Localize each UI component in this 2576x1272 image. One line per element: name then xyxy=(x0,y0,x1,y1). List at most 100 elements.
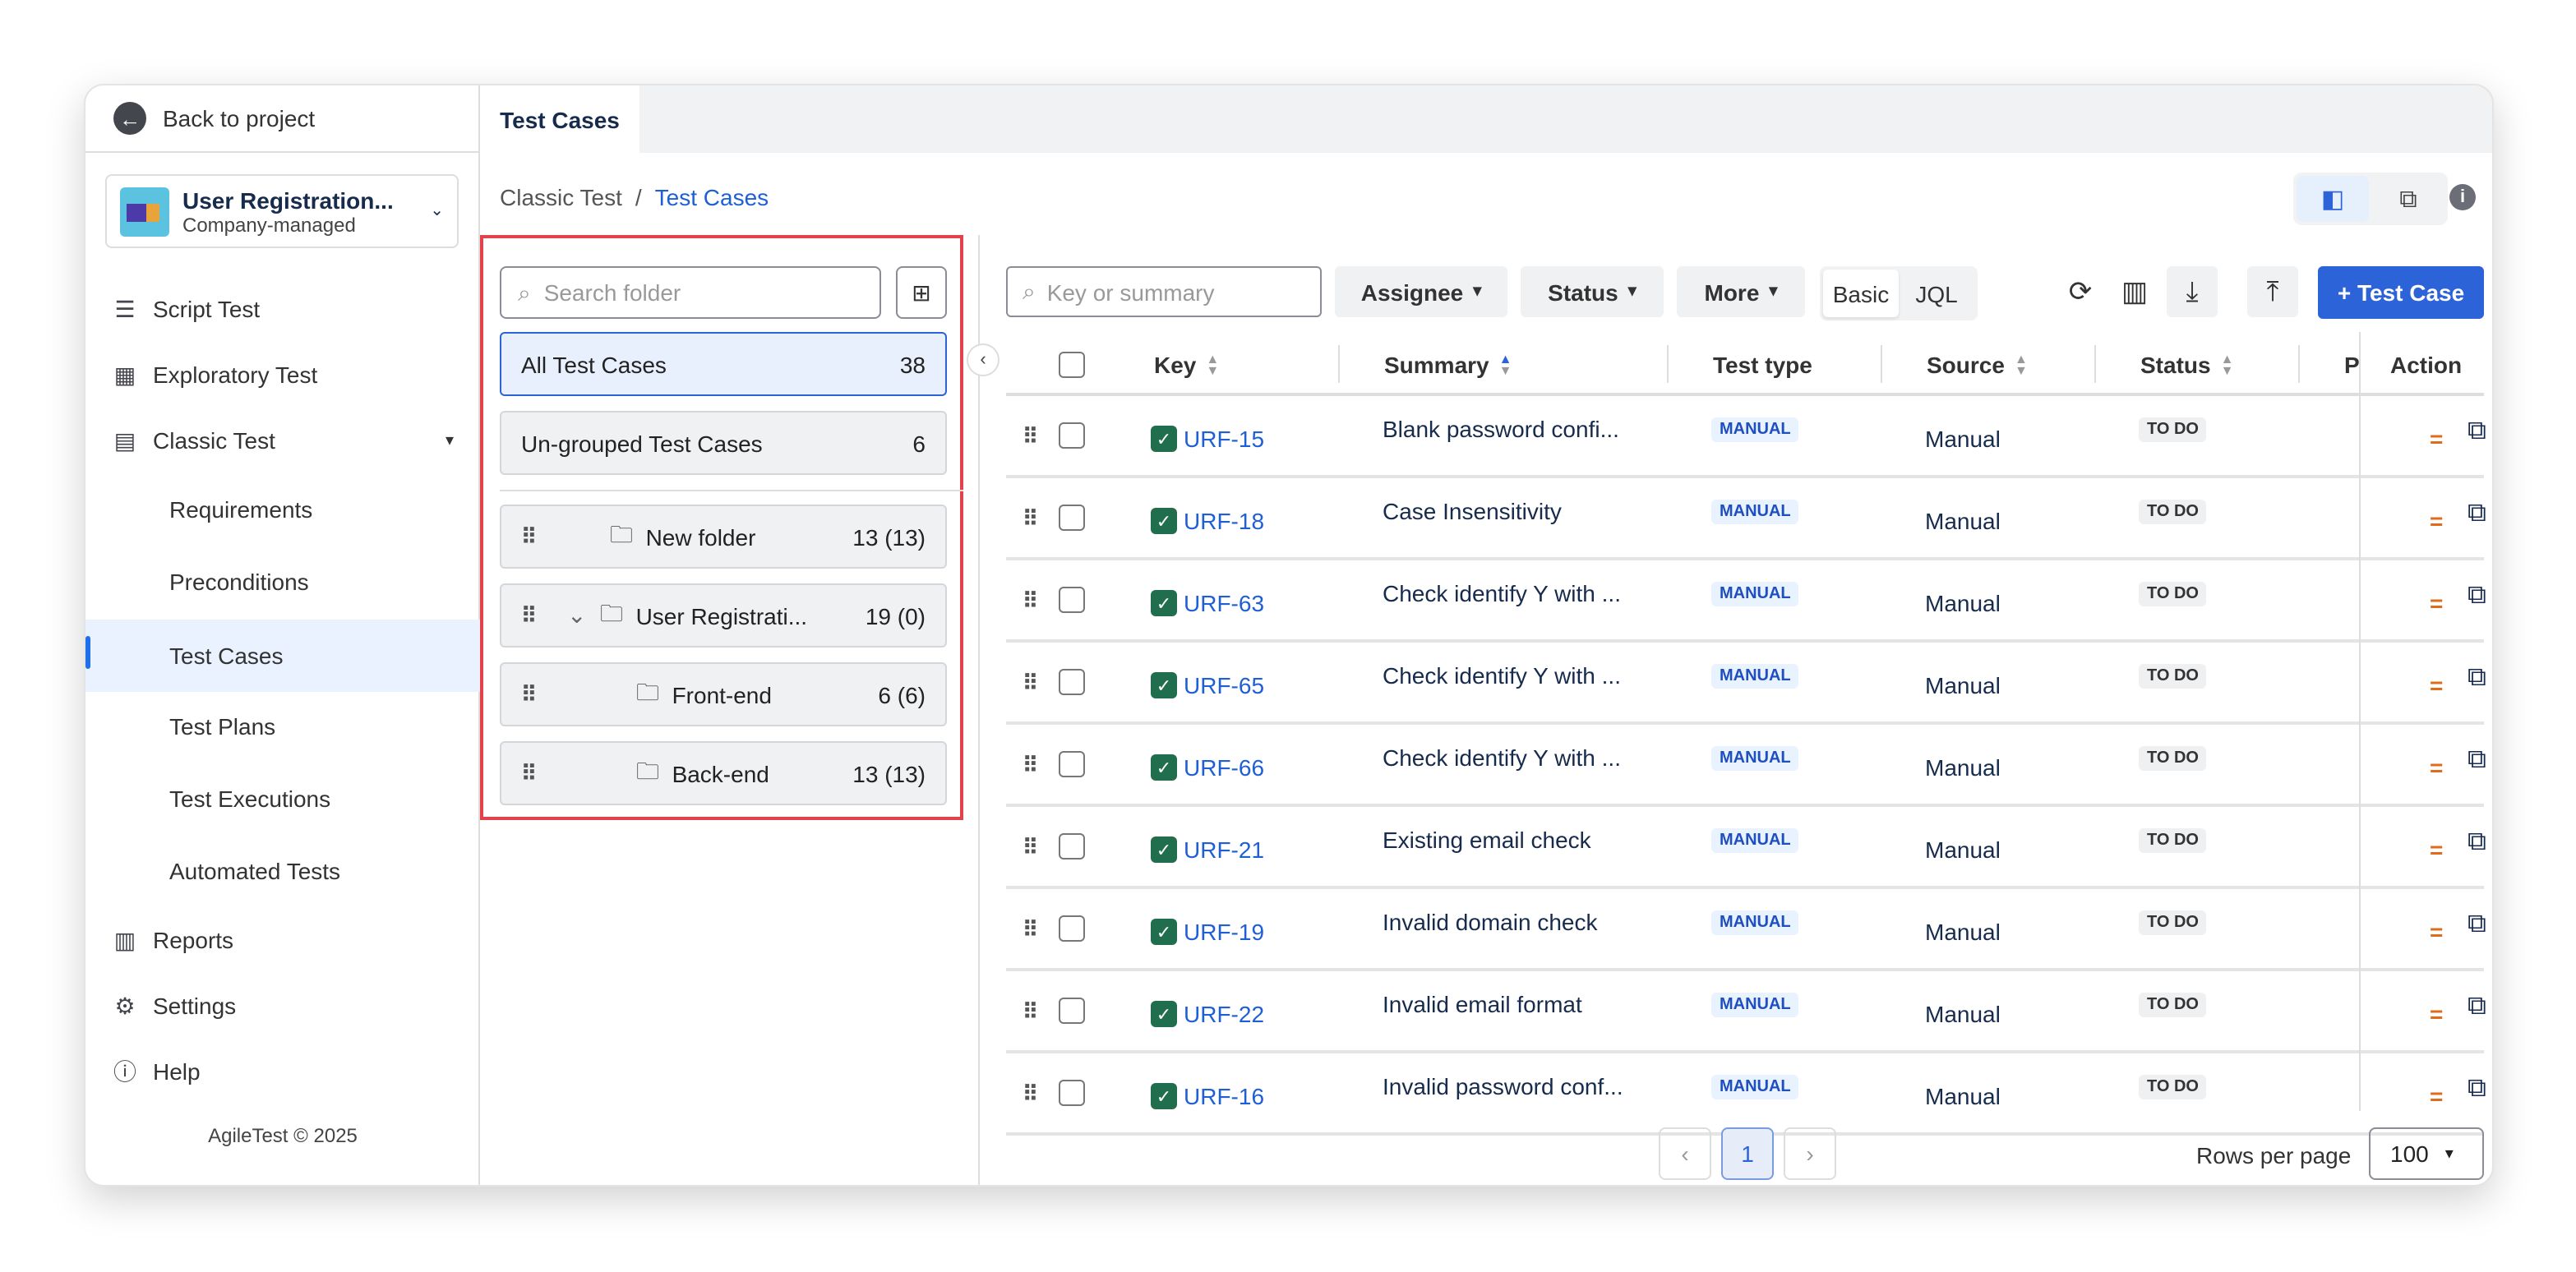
drag-handle-icon[interactable]: ⠿ xyxy=(1023,998,1038,1023)
drag-handle-icon[interactable]: ⠿ xyxy=(1023,423,1038,448)
copy-icon[interactable]: ⧉ xyxy=(2468,746,2486,774)
refresh-icon[interactable]: ⟳ xyxy=(2068,275,2093,306)
column-summary[interactable]: Summary ▲ ▼ xyxy=(1384,332,1512,396)
chevron-down-icon[interactable]: ⌄ xyxy=(567,601,587,628)
sidebar-item-classic-test[interactable]: ▤ Classic Test ▾ xyxy=(85,408,480,473)
table-row[interactable]: ⠿ ✓ URF-21 Existing email check MANUAL Ma… xyxy=(1006,807,2486,889)
row-checkbox[interactable] xyxy=(1059,643,1085,721)
sidebar-item-automated-tests[interactable]: Automated Tests xyxy=(85,838,480,904)
copy-icon[interactable]: ⧉ xyxy=(2468,828,2486,856)
row-checkbox[interactable] xyxy=(1059,396,1085,475)
row-checkbox[interactable] xyxy=(1059,478,1085,557)
more-filter[interactable]: More ▾ xyxy=(1677,266,1805,317)
copy-icon[interactable]: ⧉ xyxy=(2468,910,2486,938)
panel-layout-icon[interactable]: ◧ xyxy=(2297,176,2369,222)
drag-handle-icon[interactable]: ⠿ xyxy=(1023,834,1038,859)
copy-icon[interactable]: ⧉ xyxy=(2468,993,2486,1021)
rows-per-page-select[interactable]: 100 ▾ xyxy=(2369,1127,2484,1180)
key-link[interactable]: URF-63 xyxy=(1184,590,1265,616)
folder-all-test-cases[interactable]: All Test Cases 38 xyxy=(500,332,947,396)
jql-mode-button[interactable]: JQL xyxy=(1915,280,1958,306)
key-link[interactable]: URF-19 xyxy=(1184,919,1265,945)
drag-handle-icon[interactable]: ⠿ xyxy=(1023,916,1038,941)
collapse-panel-button[interactable]: ‹ xyxy=(967,343,999,376)
folder-item[interactable]: ⠿ 🗀 New folder 13 (13) xyxy=(500,505,947,569)
key-link[interactable]: URF-16 xyxy=(1184,1083,1265,1109)
folder-ungrouped[interactable]: Un-grouped Test Cases 6 xyxy=(500,411,947,475)
select-all-checkbox[interactable] xyxy=(1059,332,1085,396)
sidebar-item-settings[interactable]: ⚙ Settings xyxy=(85,973,480,1039)
table-row[interactable]: ⠿ ✓ URF-63 Check identify Y with ... MANU… xyxy=(1006,560,2486,643)
test-case-key[interactable]: ✓ URF-15 xyxy=(1151,399,1264,478)
sidebar-item-test-executions[interactable]: Test Executions xyxy=(85,766,480,832)
column-key[interactable]: Key ▲ ▼ xyxy=(1154,332,1219,396)
folder-item[interactable]: ⠿ 🗀 Front-end 6 (6) xyxy=(500,662,947,726)
drag-handle-icon[interactable]: ⠿ xyxy=(521,603,537,628)
table-row[interactable]: ⠿ ✓ URF-18 Case Insensitivity MANUAL Manu… xyxy=(1006,478,2486,560)
info-icon[interactable]: i xyxy=(2449,184,2476,210)
breadcrumb-current[interactable]: Test Cases xyxy=(654,184,769,210)
columns-icon[interactable]: ▥ xyxy=(2121,275,2149,306)
table-row[interactable]: ⠿ ✓ URF-66 Check identify Y with ... MANU… xyxy=(1006,725,2486,807)
test-case-key[interactable]: ✓ URF-18 xyxy=(1151,482,1264,560)
project-selector[interactable]: User Registration... Company-managed ⌄ xyxy=(105,174,459,248)
key-link[interactable]: URF-21 xyxy=(1184,836,1265,863)
folder-item[interactable]: ⠿ ⌄ 🗀 User Registrati... 19 (0) xyxy=(500,583,947,648)
key-summary-search-input[interactable]: ⌕ Key or summary xyxy=(1006,266,1322,317)
key-link[interactable]: URF-18 xyxy=(1184,508,1265,534)
key-link[interactable]: URF-65 xyxy=(1184,672,1265,698)
sidebar-item-reports[interactable]: ▥ Reports xyxy=(85,907,480,973)
copy-icon[interactable]: ⧉ xyxy=(2468,417,2486,445)
drag-handle-icon[interactable]: ⠿ xyxy=(521,761,537,786)
add-test-case-button[interactable]: + Test Case xyxy=(2318,266,2484,319)
row-checkbox[interactable] xyxy=(1059,889,1085,968)
folder-tree-icon[interactable]: ⧉ xyxy=(2399,185,2417,213)
next-page-button[interactable]: › xyxy=(1784,1127,1836,1180)
table-row[interactable]: ⠿ ✓ URF-19 Invalid domain check MANUAL Ma… xyxy=(1006,889,2486,971)
drag-handle-icon[interactable]: ⠿ xyxy=(1023,588,1038,612)
page-1-button[interactable]: 1 xyxy=(1721,1127,1774,1180)
test-case-key[interactable]: ✓ URF-21 xyxy=(1151,810,1264,889)
key-link[interactable]: URF-15 xyxy=(1184,426,1265,452)
row-checkbox[interactable] xyxy=(1059,725,1085,804)
table-row[interactable]: ⠿ ✓ URF-15 Blank password confi... MANUAL… xyxy=(1006,396,2486,478)
table-row[interactable]: ⠿ ✓ URF-16 Invalid password conf... MANUA… xyxy=(1006,1053,2486,1136)
column-source[interactable]: Source ▲ ▼ xyxy=(1927,332,2028,396)
column-priority[interactable]: P xyxy=(2344,332,2360,396)
test-case-key[interactable]: ✓ URF-63 xyxy=(1151,564,1264,643)
prev-page-button[interactable]: ‹ xyxy=(1659,1127,1711,1180)
copy-icon[interactable]: ⧉ xyxy=(2468,500,2486,528)
copy-icon[interactable]: ⧉ xyxy=(2468,664,2486,692)
sidebar-item-test-cases[interactable]: Test Cases xyxy=(85,620,480,692)
upload-icon[interactable]: ⤒ xyxy=(2247,266,2298,317)
test-case-key[interactable]: ✓ URF-65 xyxy=(1151,646,1264,725)
status-filter[interactable]: Status ▾ xyxy=(1521,266,1664,317)
folder-item[interactable]: ⠿ 🗀 Back-end 13 (13) xyxy=(500,741,947,805)
drag-handle-icon[interactable]: ⠿ xyxy=(1023,752,1038,777)
row-checkbox[interactable] xyxy=(1059,1053,1085,1132)
back-to-project-link[interactable]: ← Back to project xyxy=(85,85,480,153)
row-checkbox[interactable] xyxy=(1059,807,1085,886)
sidebar-item-test-plans[interactable]: Test Plans xyxy=(85,694,480,759)
drag-handle-icon[interactable]: ⠿ xyxy=(1023,670,1038,694)
download-icon[interactable]: ⤓ xyxy=(2167,266,2218,317)
table-row[interactable]: ⠿ ✓ URF-22 Invalid email format MANUAL Ma… xyxy=(1006,971,2486,1053)
drag-handle-icon[interactable]: ⠿ xyxy=(1023,1081,1038,1105)
sidebar-item-requirements[interactable]: Requirements xyxy=(85,477,480,542)
add-folder-button[interactable]: ⊞ xyxy=(896,266,947,319)
column-status[interactable]: Status ▲ ▼ xyxy=(2140,332,2233,396)
sidebar-item-help[interactable]: ⓘ Help xyxy=(85,1039,480,1104)
test-case-key[interactable]: ✓ URF-66 xyxy=(1151,728,1264,807)
drag-handle-icon[interactable]: ⠿ xyxy=(1023,505,1038,530)
basic-mode-button[interactable]: Basic xyxy=(1823,270,1899,317)
drag-handle-icon[interactable]: ⠿ xyxy=(521,682,537,707)
key-link[interactable]: URF-22 xyxy=(1184,1001,1265,1027)
test-case-key[interactable]: ✓ URF-16 xyxy=(1151,1057,1264,1136)
sidebar-item-preconditions[interactable]: Preconditions xyxy=(85,549,480,615)
sidebar-item-script-test[interactable]: ☰ Script Test xyxy=(85,276,480,342)
test-case-key[interactable]: ✓ URF-22 xyxy=(1151,975,1264,1053)
row-checkbox[interactable] xyxy=(1059,560,1085,639)
sidebar-item-exploratory-test[interactable]: ▦ Exploratory Test xyxy=(85,342,480,408)
test-case-key[interactable]: ✓ URF-19 xyxy=(1151,892,1264,971)
row-checkbox[interactable] xyxy=(1059,971,1085,1050)
